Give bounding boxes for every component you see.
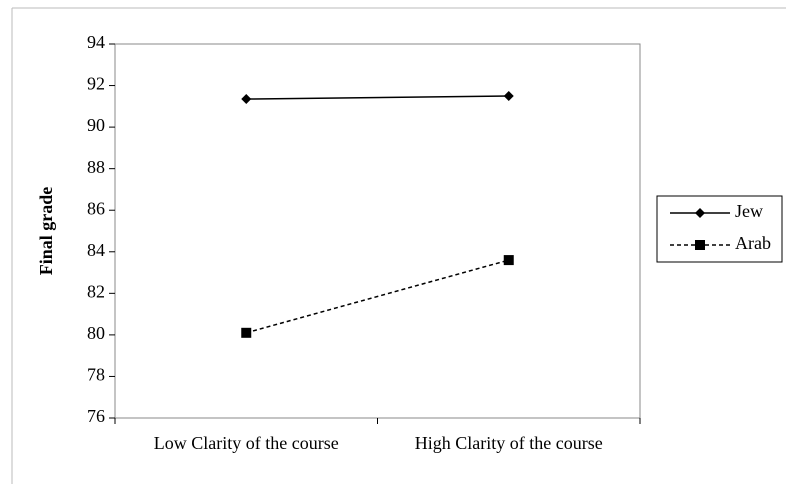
y-tick-label: 88 [87,157,105,177]
y-tick-label: 92 [87,74,105,94]
y-tick-label: 86 [87,198,105,218]
y-tick-label: 94 [87,32,105,52]
marker [241,94,252,105]
y-tick-label: 84 [87,240,105,260]
legend-box [656,195,783,263]
y-tick-label: 82 [87,281,105,301]
legend-marker [695,240,705,250]
y-tick-label: 90 [87,115,105,135]
marker [503,90,514,101]
legend-label: Jew [735,201,763,221]
series-line [246,95,509,100]
legend-label: Arab [735,233,771,253]
plot-area [114,43,641,419]
y-tick-label: 80 [87,323,105,343]
x-tick-label: High Clarity of the course [415,433,603,453]
marker [503,255,514,266]
x-tick-label: Low Clarity of the course [154,433,339,453]
legend-marker [695,208,705,218]
marker [241,327,252,338]
y-tick-label: 76 [87,406,105,426]
y-tick-label: 78 [87,365,105,385]
series-line [246,259,509,334]
y-axis-label: Final grade [36,187,56,276]
